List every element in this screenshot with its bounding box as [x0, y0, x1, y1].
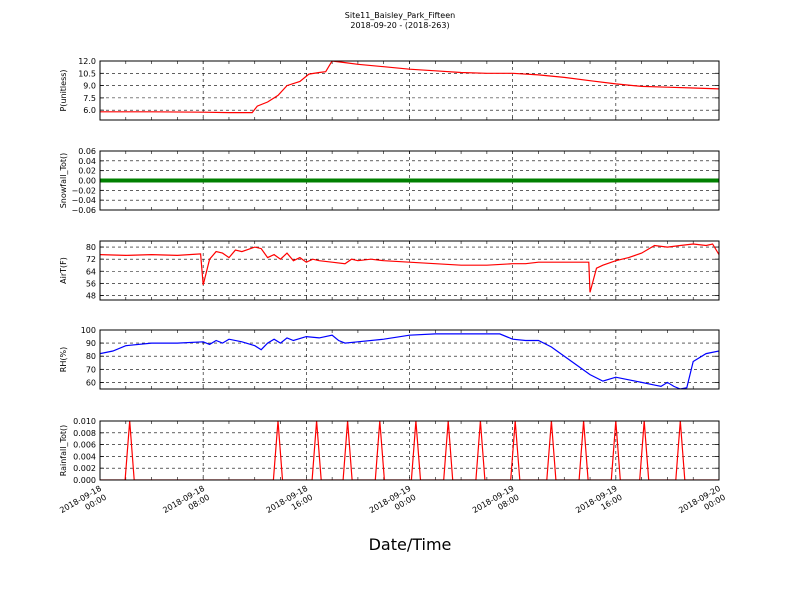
y-tick-label: 0.04: [78, 157, 96, 166]
y-tick-label: 0.002: [73, 464, 96, 473]
y-axis-label: AirT(F): [59, 257, 68, 284]
panel-1: 6.0 7.5 9.0 10.5 12.0 P(unitless): [59, 57, 720, 121]
y-tick-label: 0.00: [78, 177, 96, 186]
series-line-1: [100, 61, 719, 114]
y-tick-label: 0.000: [73, 476, 96, 485]
y-axis-label: P(unitless): [59, 69, 68, 111]
panel-frame: [99, 329, 720, 390]
y-tick-label: 72: [86, 255, 96, 264]
y-tick-label: 64: [86, 267, 96, 276]
y-tick-label: 56: [86, 279, 96, 288]
y-tick-label: 0.008: [73, 429, 96, 438]
y-axis-label: Rainfall_Tot(): [59, 425, 68, 477]
y-tick-label: 90: [86, 339, 96, 348]
panel-5: 0.000 0.002 0.004 0.006 0.008 0.010 Rainfall_T…: [59, 417, 720, 485]
y-tick-label: 0.06: [78, 147, 96, 156]
panel-3: 48 56 64 72 80 AirT(F): [59, 240, 720, 301]
y-tick-label: −0.06: [71, 206, 96, 215]
y-tick-label: 0.02: [78, 167, 96, 176]
y-tick-label: 9.0: [83, 82, 96, 91]
panel-frame: [99, 420, 720, 481]
series-rainfall-line: [100, 421, 719, 480]
y-tick-label: 10.5: [78, 69, 96, 78]
panel-frame: [99, 60, 720, 121]
y-axis-label: Snowfall_Tot(): [59, 153, 68, 209]
panel-2: −0.06−0.04−0.020.000.020.040.06 Snowfall_…: [59, 147, 720, 215]
panel-frame: [99, 240, 720, 301]
y-tick-label: 0.004: [73, 452, 96, 461]
series-line-4: [100, 333, 719, 389]
y-tick-label: 12.0: [78, 57, 96, 66]
y-tick-label: −0.02: [71, 186, 96, 195]
y-tick-label: −0.04: [71, 196, 96, 205]
chart-panels: 6.0 7.5 9.0 10.5 12.0 P(unitless) −0.06−0.04−0…: [59, 57, 720, 485]
y-tick-label: 0.010: [73, 417, 96, 426]
y-tick-label: 80: [86, 243, 96, 252]
series-line-3: [100, 243, 719, 293]
y-tick-label: 0.006: [73, 441, 96, 450]
y-tick-label: 48: [86, 291, 96, 300]
figure-title-2: 2018-09-20 - (2018-263): [350, 21, 450, 30]
y-tick-label: 100: [81, 326, 96, 335]
y-tick-label: 6.0: [83, 106, 96, 115]
x-axis-label: Date/Time: [369, 535, 452, 554]
y-tick-label: 80: [86, 352, 96, 361]
figure-title-1: Site11_Baisley_Park_Fifteen: [344, 11, 456, 20]
panel-4: 60 70 80 90 100 RH(%): [59, 326, 720, 390]
y-axis-label: RH(%): [59, 347, 68, 372]
panel-frame: [99, 150, 720, 211]
y-tick-label: 7.5: [83, 94, 96, 103]
y-tick-label: 70: [86, 365, 96, 374]
y-tick-label: 60: [86, 378, 96, 387]
